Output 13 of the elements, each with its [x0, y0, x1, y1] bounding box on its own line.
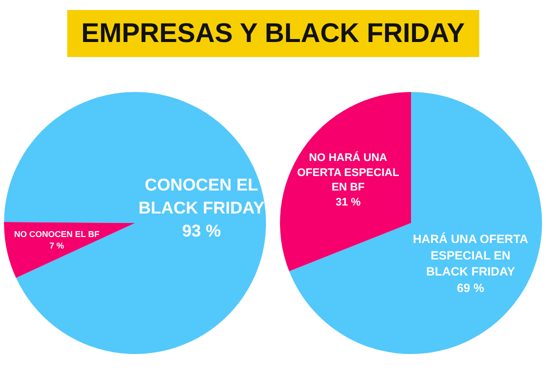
slice-label: HARÁ UNA OFERTA ESPECIAL EN BLACK FRIDAY: [412, 232, 529, 279]
chart-title: EMPRESAS Y BLACK FRIDAY: [67, 10, 479, 57]
slice-label: NO CONOCEN EL BF: [14, 229, 100, 240]
pie-slice: [4, 92, 266, 354]
pie-slice: [289, 92, 542, 354]
slice-label: CONOCEN EL BLACK FRIDAY: [138, 176, 266, 218]
pie-slice: [4, 222, 135, 278]
slice-label: NO HARÁ UNA OFERTA ESPECIAL EN BF: [297, 151, 400, 194]
data-label: 31 %: [336, 196, 361, 209]
data-label: 7 %: [49, 240, 65, 251]
data-label: 69 %: [456, 280, 485, 295]
data-label: 93 %: [182, 222, 221, 241]
pie-slice: [280, 92, 411, 272]
